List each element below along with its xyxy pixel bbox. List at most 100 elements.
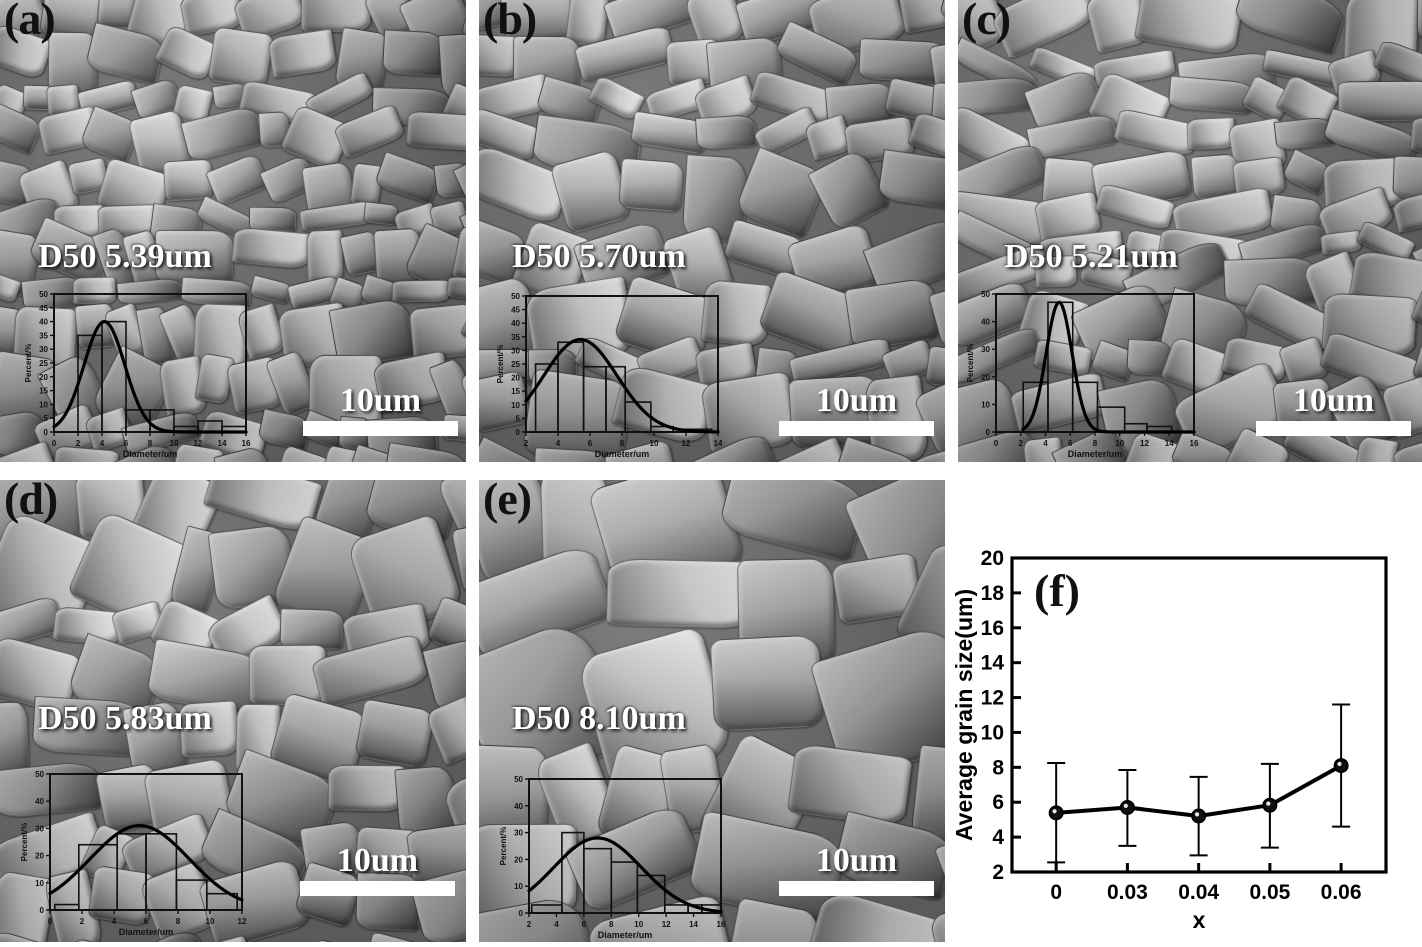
inset-histogram-bar <box>1071 381 1099 433</box>
inset-chart-svg-a: 0 5 10 15 20 25 30 35 40 45 50 0 2 4 6 8 10 12 14 16 Diamete… <box>24 290 251 459</box>
inset-histogram-bar <box>583 847 613 914</box>
inset-x-axis-label: Diameter/um <box>1068 449 1123 459</box>
inset-x-tick-label: 10 <box>1115 439 1124 448</box>
inset-y-tick-label: 40 <box>981 318 990 327</box>
inset-y-tick-label: 10 <box>514 882 523 891</box>
sem-grain <box>406 110 466 152</box>
inset-x-tick-label: 4 <box>112 917 117 926</box>
inset-x-tick-label: 16 <box>1190 439 1199 448</box>
d50-label-d: D50 5.83um <box>38 700 212 737</box>
inset-fit-curve <box>527 836 723 914</box>
inset-y-tick-label: 35 <box>39 331 48 340</box>
inset-x-tick-label: 12 <box>1140 439 1149 448</box>
inset-x-tick-label: 14 <box>1165 439 1174 448</box>
inset-x-axis-label: Diameter/um <box>119 927 174 937</box>
inset-chart-svg-e: 0 10 20 30 40 50 2 4 6 8 10 12 14 16 Diameter/um Percen… <box>499 775 726 940</box>
sem-grain <box>424 695 466 766</box>
data-point-marker <box>1048 805 1064 821</box>
inset-x-axis-label: Diameter/um <box>595 449 650 459</box>
scalebar-text-e: 10um <box>815 842 898 879</box>
sem-grain <box>300 0 371 33</box>
y-tick-label: 2 <box>992 861 1004 884</box>
inset-x-tick-label: 0 <box>52 439 57 448</box>
inset-histogram-d: 0 10 20 30 40 50 0 2 4 6 8 10 12 Diameter/um Percent/% <box>18 768 247 938</box>
inset-x-tick-label: 2 <box>80 917 85 926</box>
inset-x-tick-label: 16 <box>717 920 726 929</box>
inset-y-tick-label: 20 <box>35 852 44 861</box>
inset-histogram-bar <box>145 833 178 911</box>
inset-x-tick-label: 16 <box>242 439 251 448</box>
inset-histogram-e: 0 10 20 30 40 50 2 4 6 8 10 12 14 16 Diameter/um Percen… <box>497 773 726 941</box>
sem-grain <box>694 114 757 151</box>
inset-x-tick-label: 4 <box>100 439 105 448</box>
inset-y-tick-label: 0 <box>44 428 49 437</box>
inset-histogram-bar <box>116 833 147 911</box>
data-point-highlight <box>1266 801 1271 806</box>
scalebar-a: 10um <box>303 384 458 436</box>
inset-y-tick-label: 15 <box>39 387 48 396</box>
inset-x-tick-label: 6 <box>588 439 593 448</box>
inset-y-tick-label: 25 <box>39 359 48 368</box>
inset-y-tick-label: 10 <box>35 879 44 888</box>
inset-y-axis-label: Percent/% <box>20 823 29 862</box>
inset-x-tick-label: 14 <box>689 920 698 929</box>
sem-grain <box>446 275 466 305</box>
y-axis-label: Average grain size(um) <box>951 589 977 841</box>
inset-histogram-bar <box>582 365 607 433</box>
sem-grain <box>710 634 824 732</box>
inset-y-axis-label: Percent/% <box>499 827 508 866</box>
x-tick-label: 0.04 <box>1178 881 1219 904</box>
panel-label-f: (f) <box>1034 565 1080 616</box>
inset-fit-curve <box>524 337 720 434</box>
inset-y-tick-label: 40 <box>35 797 44 806</box>
scalebar-bar-a <box>303 421 458 436</box>
inset-histogram-bar <box>605 365 627 433</box>
inset-y-tick-label: 20 <box>39 373 48 382</box>
inset-x-tick-label: 8 <box>1093 439 1098 448</box>
inset-plot-frame <box>995 293 1195 433</box>
sem-grain <box>231 226 312 270</box>
data-point-highlight <box>1052 809 1057 814</box>
data-point-marker <box>1262 797 1278 813</box>
scalebar-bar-c <box>1256 421 1411 436</box>
y-tick-label: 16 <box>981 617 1004 640</box>
inset-x-tick-label: 8 <box>620 439 625 448</box>
inset-fit-curve <box>52 320 248 434</box>
inset-y-tick-label: 45 <box>511 306 520 315</box>
panel-e: (e) D50 8.10um 10um 0 10 20 30 40 50 2 4 6 8 10 12 1… <box>479 480 945 942</box>
y-tick-label: 8 <box>992 756 1004 779</box>
inset-y-tick-label: 30 <box>39 345 48 354</box>
inset-x-tick-label: 14 <box>218 439 227 448</box>
inset-histogram-bar <box>534 363 559 433</box>
sem-grain <box>163 158 214 201</box>
inset-x-tick-label: 4 <box>1043 439 1048 448</box>
scalebar-bar-d <box>300 881 455 896</box>
inset-x-tick-label: 12 <box>238 917 247 926</box>
inset-y-tick-label: 0 <box>986 428 991 437</box>
sem-grain <box>279 608 345 650</box>
inset-y-tick-label: 10 <box>511 401 520 410</box>
sem-grain <box>392 279 450 302</box>
scalebar-text-d: 10um <box>336 842 419 879</box>
inset-x-tick-label: 4 <box>556 439 561 448</box>
scalebar-bar-e <box>779 881 934 896</box>
scalebar-c: 10um <box>1256 384 1411 436</box>
sem-grain <box>1167 75 1254 115</box>
scalebar-e: 10um <box>779 844 934 896</box>
panel-a: (a) D50 5.39um 10um 0 5 10 15 20 25 30 35 40 45 50… <box>0 0 466 462</box>
inset-x-tick-label: 2 <box>524 439 529 448</box>
inset-x-tick-label: 12 <box>662 920 671 929</box>
inset-y-axis-label: Percent/% <box>966 344 975 383</box>
inset-x-tick-label: 2 <box>1019 439 1024 448</box>
x-tick-label: 0.06 <box>1321 881 1362 904</box>
inset-y-tick-label: 0 <box>519 909 524 918</box>
sem-grain <box>381 29 445 77</box>
inset-y-tick-label: 20 <box>981 373 990 382</box>
inset-x-tick-label: 14 <box>714 439 723 448</box>
inset-y-axis-label: Percent/% <box>24 344 33 383</box>
inset-plot-frame <box>528 778 722 914</box>
x-tick-label: 0 <box>1050 881 1062 904</box>
scalebar-bar-b <box>779 421 934 436</box>
inset-x-tick-label: 2 <box>527 920 532 929</box>
